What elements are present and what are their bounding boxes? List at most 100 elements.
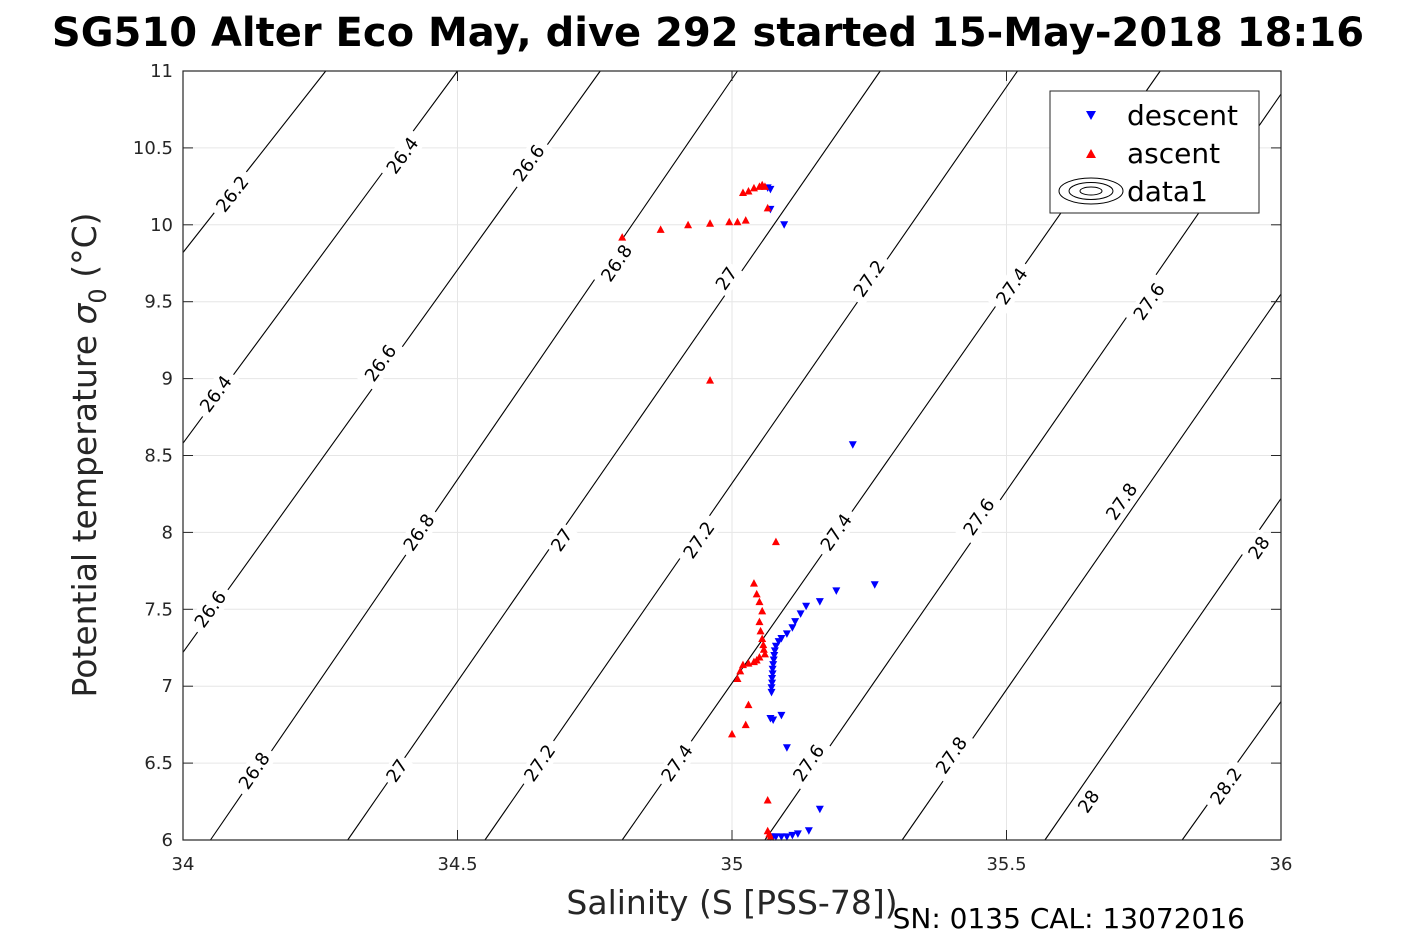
ascent-point: [741, 216, 750, 224]
contour-label-background: [1241, 529, 1277, 567]
data-markers: [618, 180, 879, 841]
contour-label-background: [653, 735, 702, 791]
descent-point: [774, 638, 783, 646]
contour-label-background: [504, 135, 553, 191]
contour-label-background: [1071, 782, 1107, 821]
contour-label-background: [395, 504, 443, 561]
descent-point: [770, 651, 779, 660]
contour-label-background: [378, 128, 427, 184]
descent-point: [782, 744, 791, 752]
descent-point: [771, 642, 780, 651]
x-axis-ticks: 34 34.5 35 35.5 36: [172, 71, 1292, 875]
contour-label-background: [785, 735, 833, 791]
ascent-point: [756, 626, 765, 635]
contour-label-background: [812, 504, 861, 561]
descent-point: [769, 661, 778, 669]
x-tick-label: 35.5: [986, 854, 1026, 875]
contour-label-background: [1202, 758, 1251, 814]
contour-label-background: [1097, 474, 1146, 530]
legend-contour-icon: [1058, 177, 1124, 205]
y-tick-label: 6: [162, 830, 173, 851]
ascent-point: [749, 657, 758, 666]
descent-point: [768, 665, 777, 674]
ascent-point: [706, 219, 715, 227]
y-tick-label: 6.5: [144, 753, 173, 774]
ascent-point: [684, 220, 693, 229]
contour-label-background: [544, 521, 580, 559]
descent-point: [768, 675, 777, 683]
legend-ascent-label: ascent: [1127, 137, 1220, 170]
y-axis-ticks: 6 6.5 7 7.5 8 8.5 9 9.5 10 10.5 11: [133, 61, 1281, 851]
descent-point: [770, 647, 779, 655]
descent-point: [767, 688, 776, 697]
descent-point: [777, 711, 786, 720]
isopycnal-line: [764, 93, 1282, 841]
ascent-point: [760, 649, 769, 658]
ascent-point: [744, 659, 753, 667]
ascent-point: [759, 640, 768, 649]
descent-point: [832, 587, 841, 595]
ascent-point: [758, 634, 767, 643]
descent-point: [804, 827, 813, 835]
ascent-point: [752, 589, 761, 598]
ascent-point: [766, 832, 775, 841]
descent-point: [791, 618, 800, 626]
ascent-point: [744, 186, 753, 195]
ascent-point: [763, 203, 772, 212]
descent-point: [796, 610, 805, 618]
y-tick-label: 9.5: [144, 292, 173, 313]
ascent-point: [755, 597, 764, 606]
y-tick-label: 7.5: [144, 599, 173, 620]
descent-point: [848, 441, 857, 449]
descent-point: [768, 679, 777, 688]
ascent-point: [758, 180, 767, 189]
isopycnal-line: [484, 70, 1018, 841]
descent-point: [782, 833, 791, 841]
x-tick-label: 34.5: [437, 854, 477, 875]
descent-point: [769, 716, 778, 725]
contour-label-background: [708, 260, 745, 298]
chart-title: SG510 Alter Eco May, dive 292 started 15…: [52, 10, 1364, 56]
descent-point: [777, 833, 786, 841]
y-tick-label: 11: [150, 61, 173, 82]
ascent-point: [736, 666, 745, 675]
isopycnal-line: [209, 70, 738, 841]
contour-label-background: [356, 335, 405, 391]
descent-point: [870, 581, 879, 589]
x-axis-label: Salinity (S [PSS-78]): [566, 883, 897, 922]
ascent-point: [755, 617, 764, 626]
isopycnal-line: [347, 70, 881, 841]
x-tick-label: 35: [721, 854, 744, 875]
descent-point: [768, 670, 777, 678]
contour-label-background: [592, 235, 641, 291]
ascent-point: [738, 660, 747, 669]
legend-box: [1049, 90, 1260, 214]
legend-descent-label: descent: [1127, 99, 1238, 132]
contour-label-background: [927, 727, 976, 784]
ascent-point: [771, 537, 780, 546]
contour-label-background: [191, 366, 241, 422]
contour-label-background: [186, 581, 235, 637]
contour-label-background: [1125, 274, 1174, 330]
y-tick-label: 8: [162, 522, 173, 543]
contour-label-background: [379, 752, 415, 790]
ascent-point: [749, 579, 758, 587]
descent-point: [788, 624, 797, 632]
x-tick-label: 34: [172, 854, 195, 875]
descent-point: [782, 630, 791, 638]
legend-ascent-marker: [1086, 149, 1096, 158]
isopycnal-line: [182, 70, 327, 253]
ascent-point: [733, 674, 742, 683]
ascent-point: [759, 645, 768, 653]
isopycnal-line: [1044, 498, 1282, 841]
ascent-point: [758, 606, 767, 615]
ascent-point: [725, 217, 734, 226]
contour-label-background: [516, 735, 564, 791]
y-tick-label: 10: [150, 215, 173, 236]
legend: descent ascent data1: [1049, 90, 1260, 214]
ascent-point: [618, 233, 627, 241]
y-tick-label: 7: [162, 676, 173, 697]
contour-label-background: [845, 250, 894, 307]
descent-point: [815, 598, 824, 606]
